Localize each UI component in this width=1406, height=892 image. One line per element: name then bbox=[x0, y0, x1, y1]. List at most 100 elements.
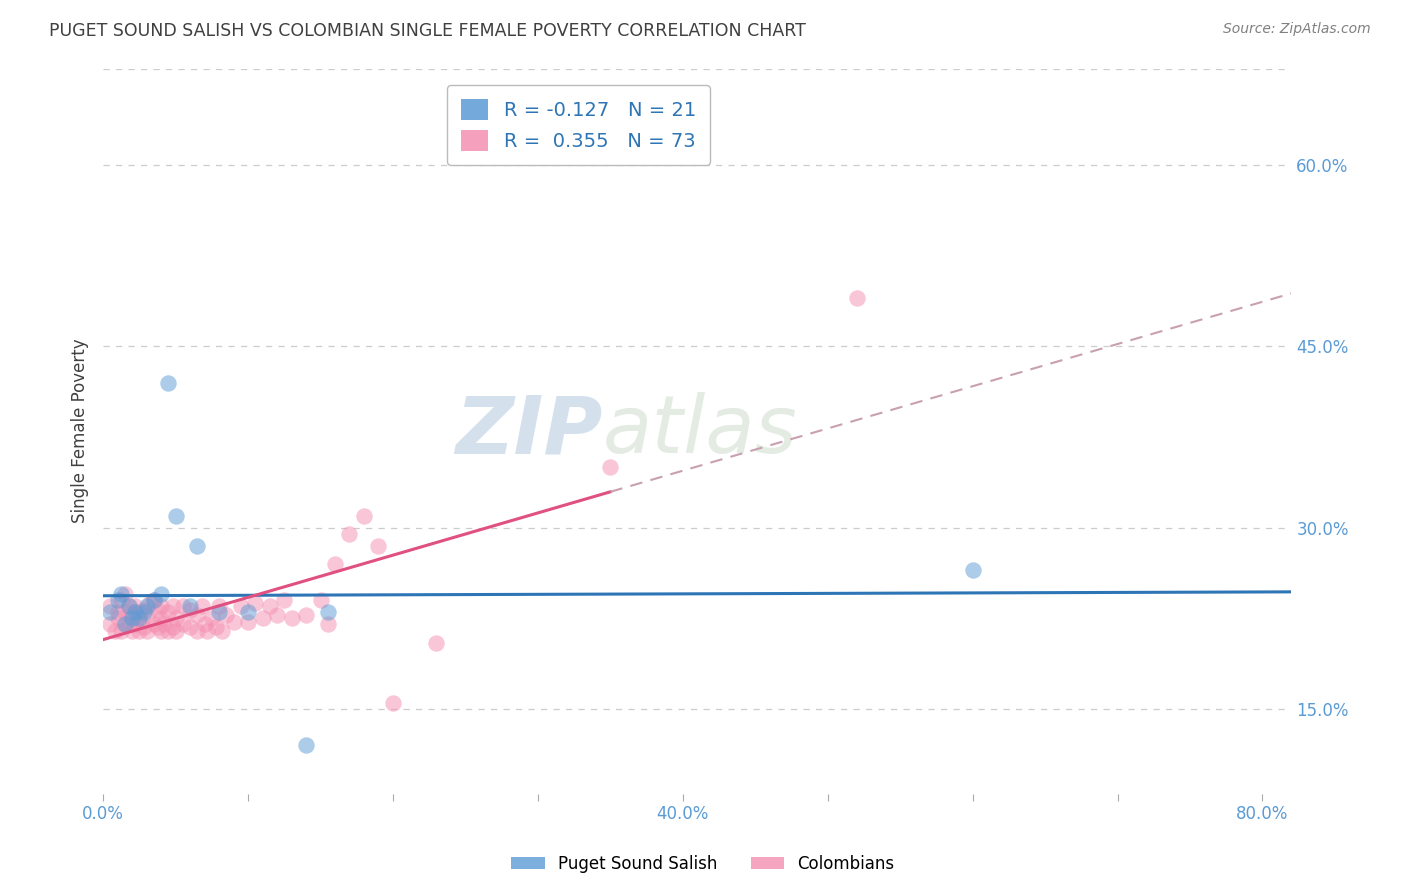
Point bbox=[205, 620, 228, 634]
Point bbox=[179, 603, 201, 617]
Point bbox=[104, 624, 127, 638]
Point bbox=[193, 617, 215, 632]
Point bbox=[128, 611, 150, 625]
Point bbox=[153, 617, 176, 632]
Point bbox=[135, 607, 157, 622]
Point bbox=[114, 617, 136, 632]
Point bbox=[316, 617, 339, 632]
Point bbox=[186, 607, 208, 622]
Point bbox=[266, 607, 288, 622]
Point bbox=[599, 460, 621, 475]
Point bbox=[100, 606, 122, 620]
Point bbox=[236, 615, 259, 629]
Point bbox=[157, 624, 180, 638]
Point bbox=[110, 593, 132, 607]
Point bbox=[148, 603, 170, 617]
Point bbox=[124, 606, 146, 620]
Point bbox=[252, 611, 274, 625]
Point bbox=[100, 617, 122, 632]
Point bbox=[135, 599, 157, 614]
Point bbox=[222, 615, 245, 629]
Point bbox=[367, 539, 389, 553]
Point bbox=[142, 617, 165, 632]
Point bbox=[162, 620, 184, 634]
Point bbox=[150, 624, 173, 638]
Text: Source: ZipAtlas.com: Source: ZipAtlas.com bbox=[1223, 22, 1371, 37]
Point bbox=[295, 739, 318, 753]
Legend: Puget Sound Salish, Colombians: Puget Sound Salish, Colombians bbox=[505, 848, 901, 880]
Point bbox=[353, 508, 375, 523]
Point bbox=[107, 593, 129, 607]
Point bbox=[186, 539, 208, 553]
Point bbox=[211, 624, 233, 638]
Point bbox=[179, 620, 201, 634]
Point bbox=[124, 599, 146, 614]
Point bbox=[316, 606, 339, 620]
Text: ZIP: ZIP bbox=[456, 392, 602, 470]
Point bbox=[245, 596, 267, 610]
Point bbox=[132, 620, 155, 634]
Point bbox=[165, 611, 187, 625]
Point bbox=[280, 611, 302, 625]
Point bbox=[132, 606, 155, 620]
Point bbox=[121, 624, 143, 638]
Text: PUGET SOUND SALISH VS COLOMBIAN SINGLE FEMALE POVERTY CORRELATION CHART: PUGET SOUND SALISH VS COLOMBIAN SINGLE F… bbox=[49, 22, 806, 40]
Point bbox=[128, 611, 150, 625]
Point bbox=[128, 624, 150, 638]
Point bbox=[381, 696, 404, 710]
Point bbox=[208, 599, 231, 614]
Point bbox=[148, 620, 170, 634]
Point bbox=[114, 606, 136, 620]
Point bbox=[236, 606, 259, 620]
Point bbox=[107, 606, 129, 620]
Point bbox=[110, 624, 132, 638]
Legend: R = -0.127   N = 21, R =  0.355   N = 73: R = -0.127 N = 21, R = 0.355 N = 73 bbox=[447, 86, 710, 165]
Point bbox=[179, 599, 201, 614]
Point bbox=[118, 599, 141, 614]
Point bbox=[114, 617, 136, 632]
Point bbox=[215, 607, 238, 622]
Point bbox=[295, 607, 318, 622]
Point bbox=[162, 599, 184, 614]
Point bbox=[339, 526, 361, 541]
Point bbox=[150, 587, 173, 601]
Point bbox=[186, 624, 208, 638]
Point bbox=[845, 291, 868, 305]
Y-axis label: Single Female Poverty: Single Female Poverty bbox=[72, 339, 89, 524]
Point bbox=[229, 599, 252, 614]
Point bbox=[309, 593, 332, 607]
Point bbox=[962, 563, 984, 577]
Point bbox=[121, 611, 143, 625]
Point bbox=[142, 593, 165, 607]
Point bbox=[165, 624, 187, 638]
Point bbox=[172, 617, 194, 632]
Point bbox=[132, 603, 155, 617]
Text: atlas: atlas bbox=[602, 392, 797, 470]
Point bbox=[118, 617, 141, 632]
Point bbox=[259, 599, 281, 614]
Point bbox=[197, 624, 219, 638]
Point bbox=[150, 611, 173, 625]
Point bbox=[100, 599, 122, 614]
Point bbox=[121, 606, 143, 620]
Point bbox=[128, 606, 150, 620]
Point bbox=[150, 599, 173, 614]
Point bbox=[201, 611, 224, 625]
Point bbox=[114, 587, 136, 601]
Point bbox=[138, 596, 160, 610]
Point bbox=[165, 508, 187, 523]
Point bbox=[208, 606, 231, 620]
Point bbox=[157, 376, 180, 390]
Point bbox=[323, 557, 346, 571]
Point bbox=[425, 635, 447, 649]
Point bbox=[121, 611, 143, 625]
Point bbox=[110, 587, 132, 601]
Point bbox=[142, 593, 165, 607]
Point bbox=[135, 624, 157, 638]
Point bbox=[107, 611, 129, 625]
Point bbox=[273, 593, 295, 607]
Point bbox=[190, 599, 212, 614]
Point bbox=[118, 599, 141, 614]
Point bbox=[124, 617, 146, 632]
Point bbox=[172, 599, 194, 614]
